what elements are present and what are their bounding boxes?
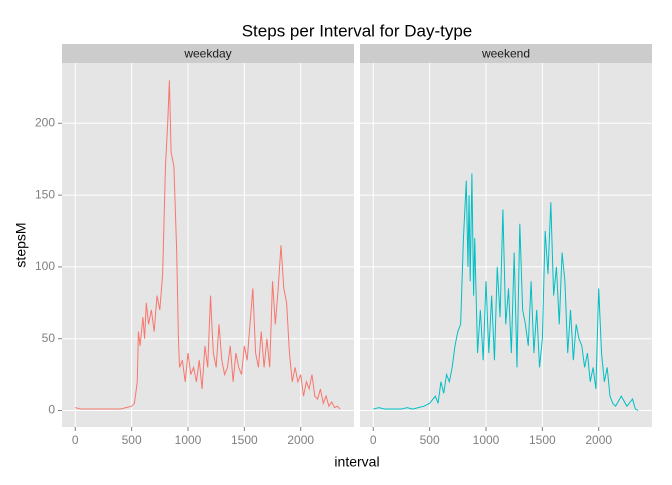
y-tick-label: 100 <box>35 259 55 273</box>
facet-label: weekday <box>183 47 231 61</box>
facet-strip <box>360 44 652 63</box>
x-tick-label: 1500 <box>231 433 258 447</box>
y-axis-label: stepsM <box>13 222 29 267</box>
data-line <box>75 80 341 410</box>
y-tick-label: 0 <box>48 403 55 417</box>
x-axis-label: interval <box>334 454 379 470</box>
x-tick-label: 0 <box>370 433 377 447</box>
facet-label: weekend <box>481 47 530 61</box>
y-tick-label: 200 <box>35 115 55 129</box>
x-tick-label: 1500 <box>529 433 556 447</box>
x-tick-label: 2000 <box>287 433 314 447</box>
panel-background <box>360 63 652 427</box>
x-tick-label: 1000 <box>473 433 500 447</box>
chart-title: Steps per Interval for Day-type <box>242 21 473 40</box>
x-tick-label: 0 <box>72 433 79 447</box>
x-tick-label: 1000 <box>175 433 202 447</box>
y-tick-label: 50 <box>42 331 56 345</box>
x-tick-label: 2000 <box>585 433 612 447</box>
x-tick-label: 500 <box>420 433 440 447</box>
x-tick-label: 500 <box>122 433 142 447</box>
y-tick-label: 150 <box>35 187 55 201</box>
panel-background <box>62 63 354 427</box>
data-line <box>373 173 639 411</box>
facet-strip <box>62 44 354 63</box>
